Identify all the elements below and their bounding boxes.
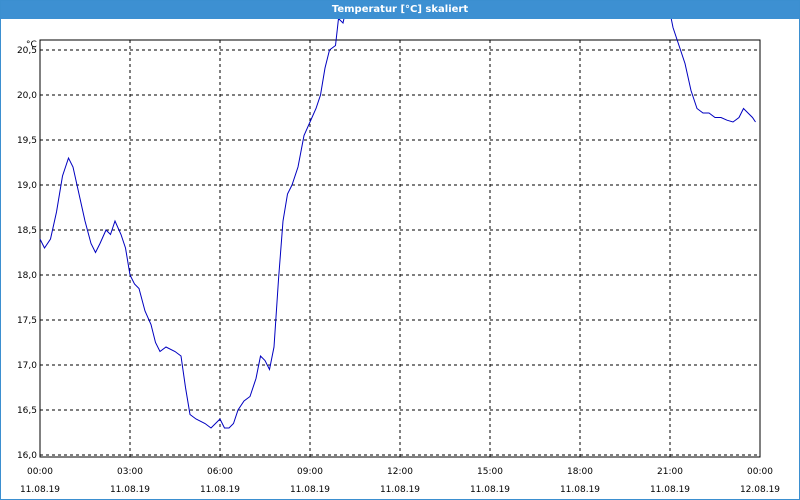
x-tick-date-label: 11.08.19 [380,485,420,495]
grid-lines [40,40,760,457]
x-tick-date-label: 11.08.19 [200,485,240,495]
x-tick-time-label: 06:00 [207,467,233,477]
y-tick-label: 16,5 [17,406,37,416]
y-tick-label: 16,0 [17,451,37,461]
y-tick-label: 19,0 [17,181,37,191]
window-title: Temperatur [°C] skaliert [1,1,799,19]
x-tick-time-label: 18:00 [567,467,593,477]
x-tick-date-label: 12.08.19 [740,485,780,495]
x-tick-time-label: 00:00 [27,467,53,477]
x-tick-time-label: 12:00 [387,467,413,477]
x-tick-time-label: 00:00 [747,467,773,477]
x-tick-time-label: 21:00 [657,467,683,477]
y-tick-label: 18,5 [17,226,37,236]
x-tick-date-label: 11.08.19 [470,485,510,495]
y-tick-label: 17,0 [17,361,37,371]
temperature-chart: °C 16,0 16,5 17,0 17,5 18,0 18,5 19,0 19,5 20,0 2… [17,19,780,495]
x-tick-date-label: 11.08.19 [650,485,690,495]
x-tick-date-label: 11.08.19 [20,485,60,495]
x-tick-date-label: 11.08.19 [110,485,150,495]
plot-area-border [39,39,761,458]
y-tick-label: 19,5 [17,136,37,146]
x-tick-time-label: 09:00 [297,467,323,477]
y-tick-label: 20,0 [17,91,37,101]
y-tick-label: 20,5 [17,46,37,56]
temperature-series-line [39,19,756,429]
y-axis-unit-label: °C [26,40,37,50]
x-tick-date-label: 11.08.19 [290,485,330,495]
x-axis-ticks: 00:00 11.08.19 03:00 11.08.19 06:00 11.08.19 0… [20,467,780,495]
y-axis-ticks: 16,0 16,5 17,0 17,5 18,0 18,5 19,0 19,5 20,0 20,5… [17,46,37,461]
x-tick-date-label: 11.08.19 [560,485,600,495]
x-tick-time-label: 03:00 [117,467,143,477]
x-tick-time-label: 15:00 [477,467,503,477]
y-tick-label: 18,0 [17,271,37,281]
y-tick-label: 17,5 [17,316,37,326]
